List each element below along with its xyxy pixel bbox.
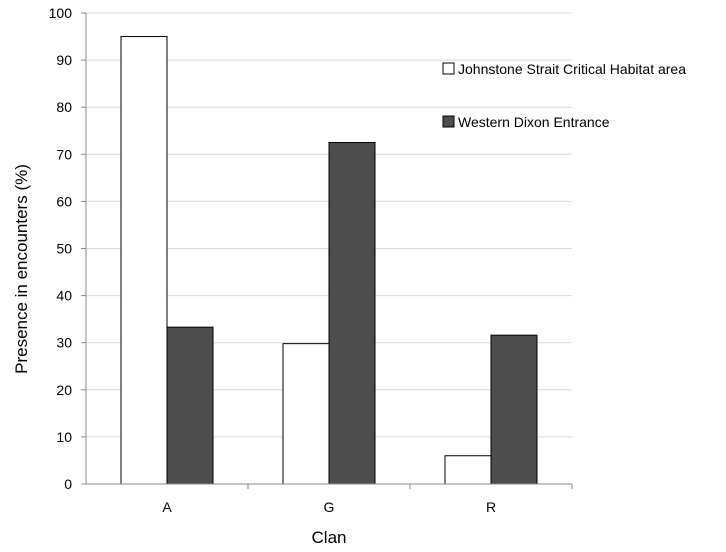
x-tick-label: R — [486, 499, 496, 515]
legend: Johnstone Strait Critical Habitat area We… — [442, 61, 686, 130]
bar-A-series-2 — [166, 326, 214, 485]
x-tick-label: G — [324, 499, 335, 515]
y-tick-label: 90 — [56, 52, 72, 68]
legend-swatch-2 — [442, 115, 455, 128]
y-tick-label: 20 — [56, 382, 72, 398]
bar-G-series-2 — [328, 142, 376, 485]
y-tick-label: 40 — [56, 288, 72, 304]
y-tick-label: 60 — [56, 193, 72, 209]
y-tick-label: 80 — [56, 99, 72, 115]
y-axis-label: Presence in encounters (%) — [12, 164, 31, 374]
bar-G-series-1 — [282, 343, 330, 485]
y-tick-label: 50 — [56, 241, 72, 257]
bars — [120, 36, 538, 485]
y-tick-label: 70 — [56, 146, 72, 162]
bar-R-series-2 — [490, 334, 538, 485]
bar-R-series-1 — [444, 455, 492, 485]
y-tick-label: 0 — [64, 476, 72, 492]
x-axis-label: Clan — [312, 528, 347, 547]
axes — [81, 12, 573, 489]
tick-labels: 0 10 20 30 40 50 60 70 80 90 100 A G R — [49, 5, 496, 515]
legend-swatch-1 — [442, 62, 455, 75]
y-tick-label: 100 — [49, 5, 73, 21]
legend-label-2: Western Dixon Entrance — [458, 114, 610, 130]
y-tick-label: 30 — [56, 335, 72, 351]
x-tick-label: A — [162, 499, 172, 515]
y-tick-label: 10 — [56, 429, 72, 445]
bar-A-series-1 — [120, 36, 168, 485]
legend-label-1: Johnstone Strait Critical Habitat area — [458, 61, 686, 77]
